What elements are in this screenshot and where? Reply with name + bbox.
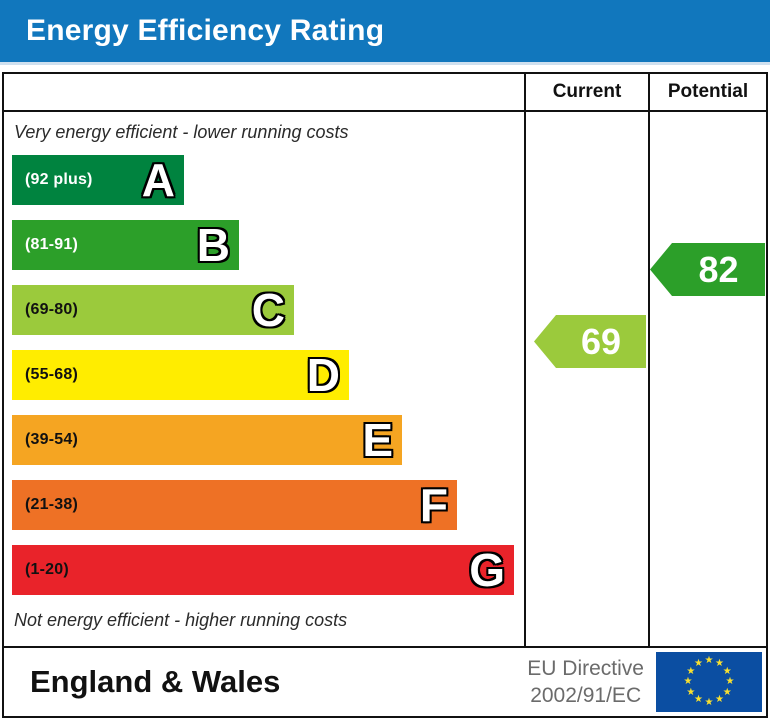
band-range-label: (39-54) bbox=[25, 431, 78, 448]
current-rating-arrow: 69 bbox=[534, 315, 646, 368]
eu-star-icon: ★ bbox=[683, 676, 693, 687]
band-e: (39-54) E bbox=[12, 415, 402, 465]
footer-row: England & Wales EU Directive 2002/91/EC … bbox=[4, 646, 766, 716]
eu-directive-line1: EU Directive bbox=[527, 656, 644, 680]
eu-star-icon: ★ bbox=[694, 694, 703, 706]
bottom-note: Not energy efficient - higher running co… bbox=[14, 610, 348, 630]
eu-directive-block: EU Directive 2002/91/EC ★ ★ ★ ★ ★ ★ ★ ★ ★ ★ ★ ★ bbox=[527, 652, 762, 712]
eu-directive-line2: 2002/91/EC bbox=[530, 684, 642, 707]
band-letter: E bbox=[362, 414, 393, 466]
band-b: (81-91) B bbox=[12, 220, 239, 270]
title-bar: Energy Efficiency Rating bbox=[0, 0, 770, 62]
band-letter: C bbox=[251, 284, 285, 336]
current-column bbox=[524, 112, 648, 646]
eu-star-icon: ★ bbox=[704, 697, 714, 708]
band-letter: A bbox=[141, 154, 175, 206]
eu-star-icon: ★ bbox=[722, 686, 732, 698]
bands-area: Very energy efficient - lower running co… bbox=[4, 112, 524, 646]
eu-star-icon: ★ bbox=[686, 665, 696, 677]
page-title: Energy Efficiency Rating bbox=[26, 14, 385, 47]
top-note: Very energy efficient - lower running co… bbox=[14, 122, 349, 142]
rating-table: Current Potential Very energy efficient … bbox=[2, 72, 768, 718]
column-header-current: Current bbox=[524, 74, 648, 112]
eu-star-icon: ★ bbox=[704, 655, 714, 666]
eu-star-icon: ★ bbox=[715, 694, 724, 706]
band-letter: F bbox=[419, 479, 448, 531]
band-list: (92 plus) A (81-91) B (69-80) C (55-68) D (39-54… bbox=[12, 155, 524, 595]
region-label: England & Wales bbox=[30, 664, 281, 699]
potential-column bbox=[648, 112, 766, 646]
band-range-label: (81-91) bbox=[25, 236, 78, 253]
band-range-label: (1-20) bbox=[25, 561, 69, 578]
eu-star-icon: ★ bbox=[722, 665, 732, 677]
potential-rating-arrow: 82 bbox=[650, 243, 765, 296]
band-c: (69-80) C bbox=[12, 285, 294, 335]
eu-star-icon: ★ bbox=[694, 657, 703, 669]
eu-directive-label: EU Directive 2002/91/EC bbox=[527, 655, 644, 710]
band-letter: B bbox=[196, 219, 230, 271]
band-letter: G bbox=[469, 544, 505, 596]
band-range-label: (21-38) bbox=[25, 496, 78, 513]
eu-star-icon: ★ bbox=[725, 676, 735, 687]
band-range-label: (69-80) bbox=[25, 301, 78, 318]
band-a: (92 plus) A bbox=[12, 155, 184, 205]
eu-star-icon: ★ bbox=[686, 686, 696, 698]
column-header-potential: Potential bbox=[648, 74, 766, 112]
eu-star-icon: ★ bbox=[715, 657, 724, 669]
title-bar-accent-strip bbox=[0, 62, 770, 65]
current-rating-value: 69 bbox=[580, 320, 622, 362]
band-d: (55-68) D bbox=[12, 350, 349, 400]
band-range-label: (55-68) bbox=[25, 366, 78, 383]
potential-rating-value: 82 bbox=[698, 248, 739, 290]
eu-flag-icon: ★ ★ ★ ★ ★ ★ ★ ★ ★ ★ ★ ★ bbox=[656, 652, 762, 712]
header-spacer-cell bbox=[4, 74, 524, 112]
band-f: (21-38) F bbox=[12, 480, 457, 530]
band-letter: D bbox=[306, 349, 340, 401]
band-g: (1-20) G bbox=[12, 545, 514, 595]
band-range-label: (92 plus) bbox=[25, 171, 93, 188]
